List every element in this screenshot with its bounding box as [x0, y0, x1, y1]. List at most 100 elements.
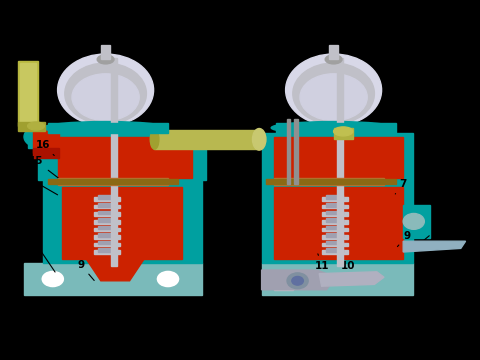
Bar: [322, 212, 348, 216]
Bar: [94, 205, 120, 208]
Text: 7: 7: [396, 179, 407, 194]
Text: 9: 9: [77, 260, 94, 280]
Circle shape: [24, 127, 51, 147]
Bar: [287, 119, 290, 184]
Ellipse shape: [334, 127, 353, 136]
Bar: [98, 233, 115, 237]
Text: 14: 14: [22, 173, 58, 195]
Bar: [403, 205, 430, 238]
Text: 2: 2: [111, 39, 123, 59]
Ellipse shape: [300, 74, 367, 121]
Circle shape: [156, 270, 180, 288]
Circle shape: [292, 276, 303, 285]
Bar: [18, 61, 38, 126]
Polygon shape: [62, 187, 182, 259]
Ellipse shape: [286, 54, 382, 126]
Bar: [294, 119, 298, 184]
Bar: [20, 63, 36, 124]
Polygon shape: [38, 133, 206, 180]
Text: 15: 15: [29, 156, 60, 179]
Bar: [326, 211, 343, 214]
Bar: [48, 123, 168, 133]
Circle shape: [41, 270, 65, 288]
Bar: [274, 287, 293, 290]
Bar: [0, 326, 480, 360]
Polygon shape: [262, 133, 413, 180]
Polygon shape: [403, 241, 466, 252]
Polygon shape: [262, 263, 413, 295]
Bar: [326, 248, 343, 252]
Text: 11: 11: [315, 254, 330, 271]
Bar: [33, 148, 59, 158]
Bar: [274, 284, 293, 286]
Bar: [326, 203, 343, 207]
Text: 4: 4: [173, 39, 184, 135]
Polygon shape: [43, 180, 202, 263]
Bar: [326, 241, 343, 244]
Bar: [322, 220, 348, 224]
Ellipse shape: [28, 122, 44, 130]
Text: 6: 6: [376, 122, 411, 133]
Bar: [154, 130, 259, 149]
Ellipse shape: [43, 122, 168, 134]
Bar: [0, 0, 480, 43]
Text: 16: 16: [36, 140, 54, 156]
Text: 8: 8: [420, 224, 442, 244]
Bar: [274, 276, 293, 279]
Bar: [326, 195, 343, 199]
Bar: [98, 211, 115, 214]
Polygon shape: [274, 187, 403, 259]
Bar: [94, 212, 120, 216]
Text: 1: 1: [32, 39, 40, 59]
Bar: [322, 197, 348, 201]
Ellipse shape: [325, 55, 342, 64]
Bar: [266, 179, 396, 184]
Polygon shape: [262, 270, 336, 290]
Polygon shape: [274, 137, 403, 178]
Bar: [326, 218, 343, 222]
Bar: [274, 273, 293, 275]
Bar: [94, 197, 120, 201]
Ellipse shape: [293, 63, 374, 124]
Bar: [276, 123, 396, 133]
Bar: [94, 243, 120, 246]
Ellipse shape: [97, 55, 114, 64]
Bar: [322, 250, 348, 254]
Bar: [274, 280, 293, 283]
Bar: [98, 241, 115, 244]
Ellipse shape: [252, 129, 266, 150]
Polygon shape: [24, 263, 202, 295]
Ellipse shape: [72, 74, 139, 121]
Bar: [94, 228, 120, 231]
Ellipse shape: [65, 63, 146, 124]
Polygon shape: [86, 259, 144, 281]
Bar: [98, 226, 115, 229]
Polygon shape: [319, 272, 384, 286]
Bar: [94, 250, 120, 254]
Bar: [322, 243, 348, 246]
Bar: [322, 235, 348, 239]
Ellipse shape: [271, 122, 396, 134]
Polygon shape: [262, 180, 413, 263]
Bar: [329, 45, 338, 59]
Bar: [28, 128, 42, 148]
Bar: [326, 233, 343, 237]
Bar: [98, 218, 115, 222]
Bar: [101, 45, 110, 59]
Bar: [98, 248, 115, 252]
Ellipse shape: [58, 54, 154, 126]
Text: 3: 3: [122, 39, 148, 71]
Bar: [98, 203, 115, 207]
Circle shape: [287, 273, 308, 289]
Bar: [94, 220, 120, 224]
Bar: [334, 128, 353, 139]
Bar: [274, 178, 384, 185]
Bar: [48, 179, 178, 184]
Bar: [111, 58, 117, 266]
Bar: [337, 58, 343, 266]
Text: 5: 5: [274, 39, 298, 60]
Text: 9: 9: [397, 231, 410, 247]
Bar: [58, 178, 168, 185]
Bar: [322, 205, 348, 208]
Circle shape: [403, 213, 424, 229]
